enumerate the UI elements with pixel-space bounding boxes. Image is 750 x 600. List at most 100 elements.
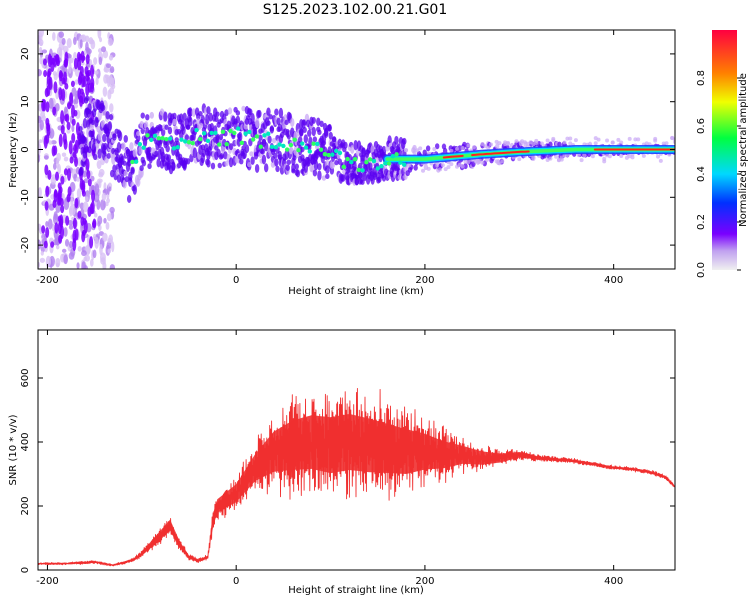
spectrogram-point [139, 165, 144, 172]
spectrogram-point [123, 170, 128, 177]
spectrogram-noise-point [45, 255, 52, 268]
spectrogram-noise-point [74, 197, 79, 209]
spectrogram-point [105, 127, 110, 137]
spectrogram-point [330, 162, 336, 168]
spectrogram-y-tick-label: -10 [20, 189, 31, 205]
spectrogram-point [116, 141, 122, 153]
colorbar-tick-label: 0.2 [696, 214, 707, 230]
spectrogram-noise-point [54, 222, 59, 234]
spectrogram-peak-point [277, 142, 282, 147]
spectrogram-point [531, 154, 536, 161]
spectrogram-noise-point [45, 226, 50, 238]
spectrogram-peak-point [137, 142, 143, 147]
spectrogram-point [199, 122, 204, 128]
snr-series-line [38, 387, 675, 567]
spectrogram-peak-point [130, 159, 135, 165]
spectrogram-point [324, 128, 329, 138]
spectrogram-x-tick-label: 0 [233, 275, 239, 286]
colorbar-tick-label: 0.6 [696, 118, 707, 134]
spectrogram-point [311, 117, 316, 124]
spectrogram-noise-point [44, 200, 49, 211]
spectrogram-noise-point [48, 140, 53, 145]
spectrogram-halo-point [619, 140, 624, 145]
spectrogram-point [166, 154, 171, 162]
spectrogram-point [90, 119, 96, 125]
spectrogram-halo-point [480, 141, 485, 146]
spectrogram-point [274, 158, 279, 167]
spectrogram-point [243, 123, 249, 130]
spectrogram-point [261, 138, 267, 145]
spectrogram-noise-point [57, 215, 62, 223]
spectrogram-point [217, 162, 222, 169]
spectrogram-noise-point [58, 234, 63, 244]
spectrogram-peak-point [284, 147, 290, 152]
spectrogram-noise-point [38, 187, 42, 198]
spectrogram-point [116, 174, 122, 183]
spectrogram-point [122, 179, 127, 189]
spectrogram-noise-point [92, 233, 97, 240]
spectrogram-point [188, 107, 193, 118]
spectrogram-point [188, 116, 193, 127]
chart-title: S125.2023.102.00.21.G01 [263, 2, 448, 18]
spectrogram-halo-point [593, 141, 598, 146]
spectrogram-point [279, 131, 285, 139]
spectrogram-point [185, 158, 191, 165]
spectrogram-noise-point [63, 168, 68, 176]
spectrogram-point [141, 159, 147, 167]
spectrogram-noise-point [41, 115, 46, 122]
spectrogram-point [263, 163, 269, 173]
spectrogram-point [97, 148, 102, 159]
spectrogram-peak-point [394, 152, 399, 157]
spectrogram-point [288, 146, 294, 154]
spectrogram-point [413, 164, 418, 171]
spectrogram-noise-point [74, 79, 79, 85]
spectrogram-noise-point [93, 57, 98, 65]
spectrogram-noise-point [107, 248, 112, 254]
snr-y-axis-label: SNR (10 * v/v) [8, 414, 19, 485]
spectrogram-halo-point [534, 140, 539, 145]
spectrogram-y-tick-label: -20 [20, 237, 31, 253]
spectrogram-point [92, 153, 98, 161]
spectrogram-noise-point [55, 244, 60, 250]
spectrogram-peak-point [156, 136, 161, 141]
spectrogram-halo-point [641, 153, 646, 158]
spectrogram-halo-point [438, 167, 443, 172]
spectrogram-peak-segment [442, 154, 464, 159]
spectrogram-x-tick-label: -200 [36, 275, 59, 286]
spectrogram-noise-point [87, 178, 92, 187]
spectrogram-noise-point [41, 49, 48, 54]
spectrogram-halo-point [406, 163, 411, 168]
spectrogram-noise-point [52, 106, 57, 116]
spectrogram-noise-point [41, 98, 46, 112]
spectrogram-point [185, 124, 191, 130]
spectrogram-noise-point [45, 101, 50, 113]
snr-y-axis: 0 200 400 600 [20, 368, 675, 573]
spectrogram-peak-point [224, 141, 229, 147]
spectrogram-halo-point [627, 136, 632, 141]
spectrogram-x-tick-label: 400 [604, 275, 623, 286]
spectrogram-point [117, 130, 123, 142]
spectrogram-noise-point [38, 223, 42, 231]
spectrogram-noise-point [81, 231, 86, 243]
spectrogram-point [463, 163, 468, 170]
spectrogram-noise-point [48, 97, 54, 109]
spectrogram-halo-point [514, 139, 519, 144]
spectrogram-noise-point [38, 143, 42, 155]
spectrogram-noise-point [47, 53, 52, 68]
spectrogram-point [145, 114, 150, 121]
spectrogram-noise-point [42, 58, 47, 66]
spectrogram-halo-point [460, 164, 465, 169]
spectrogram-noise-point [76, 188, 82, 199]
spectrogram-halo-point [426, 166, 431, 171]
spectrogram-peak-point [303, 145, 309, 150]
spectrogram-noise-point [77, 56, 82, 71]
spectrogram-point [302, 126, 307, 134]
spectrogram-peak-point [179, 137, 184, 142]
spectrogram-peak-point [390, 154, 396, 159]
spectrogram-noise-point [63, 227, 68, 237]
spectrogram-point [299, 128, 304, 137]
spectrogram-noise-point [71, 87, 77, 97]
spectrogram-halo-point [528, 140, 533, 145]
snr-series-body [38, 414, 675, 566]
spectrogram-point [198, 111, 203, 117]
